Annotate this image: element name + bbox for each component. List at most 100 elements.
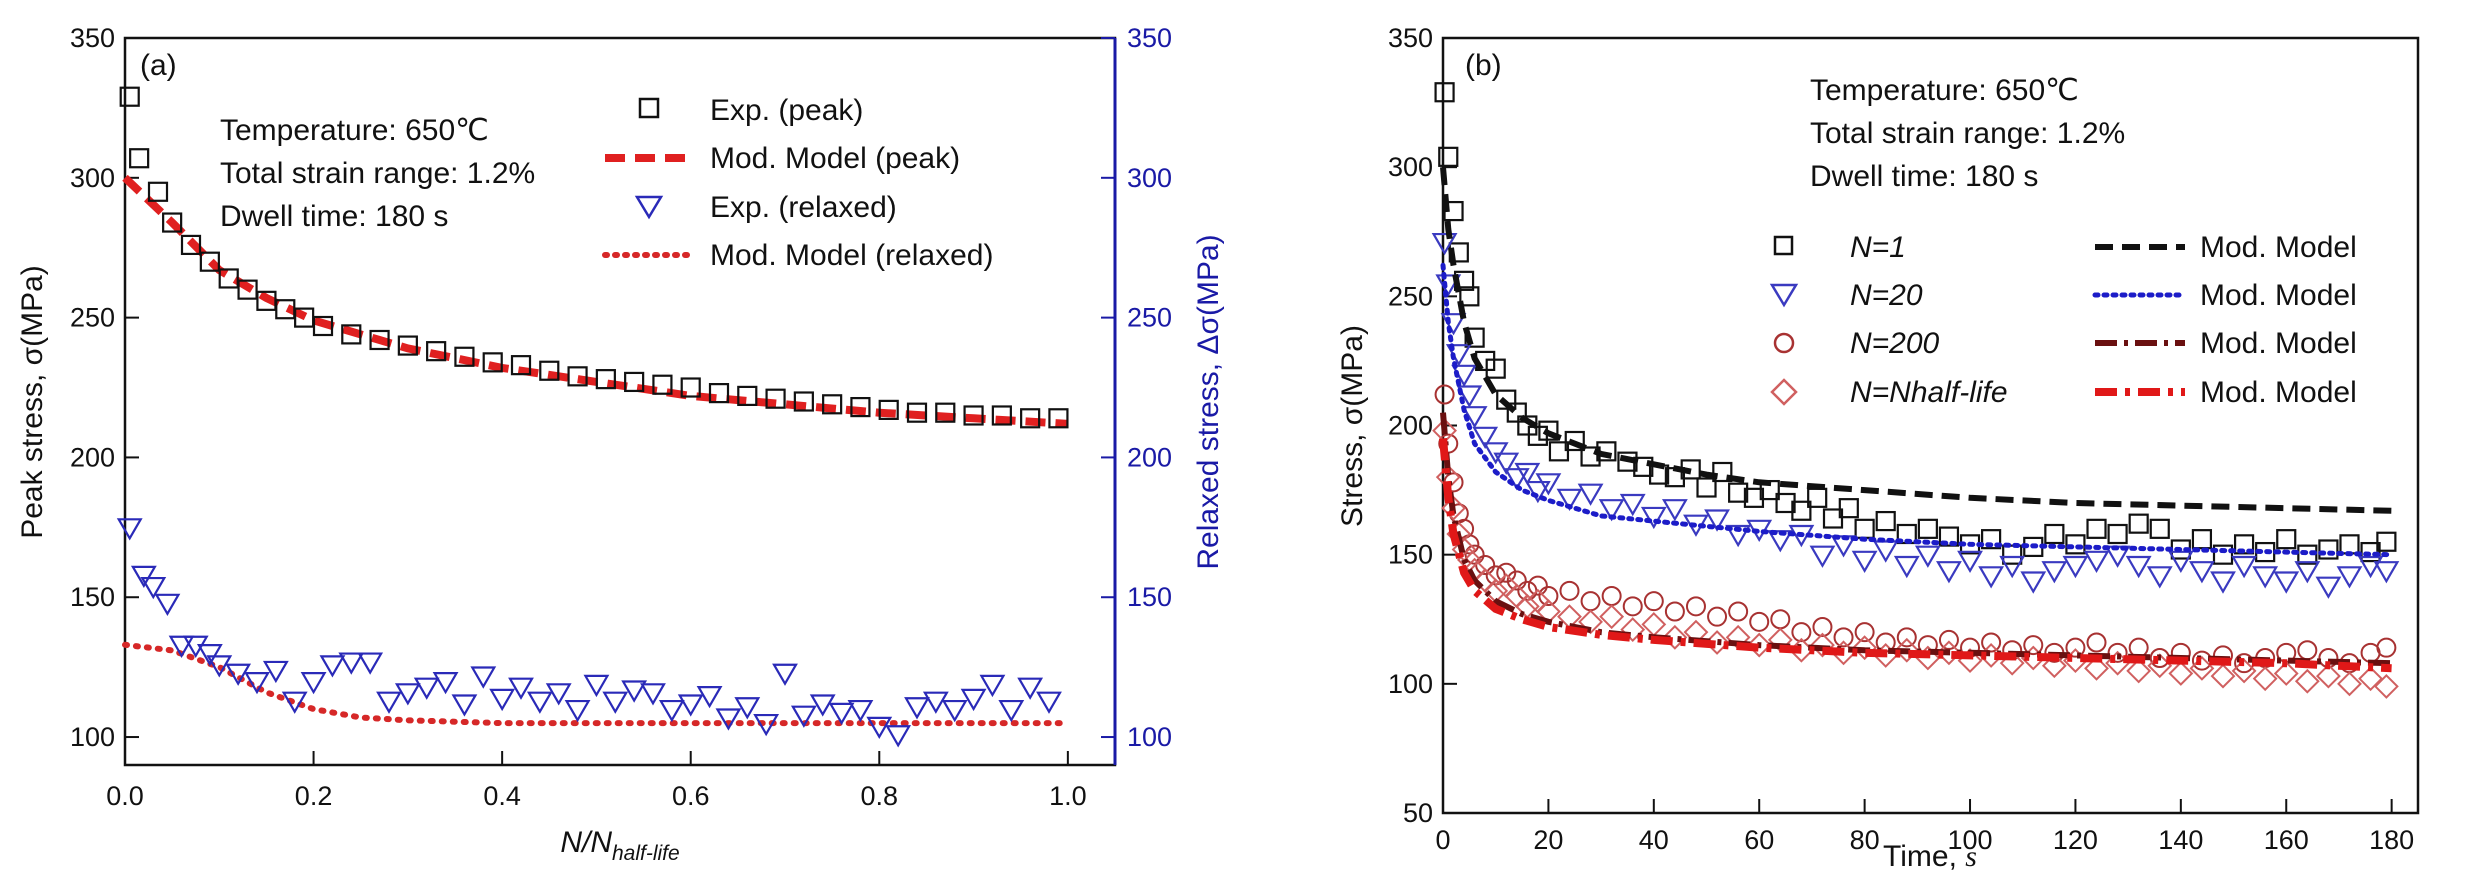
b-exp-n20-point xyxy=(1535,473,1562,496)
a-exp-peak-point xyxy=(567,366,588,387)
legend-a-label-model-relaxed: Mod. Model (relaxed) xyxy=(710,239,993,272)
a-exp-peak-point xyxy=(935,402,956,423)
panel-b-annotation-strain: Total strain range: 1.2% xyxy=(1810,117,2125,150)
b-exp-n20-point xyxy=(2357,555,2384,579)
b-exp-n1-point xyxy=(1506,402,1527,423)
panel-b-annotation-dwell: Dwell time: 180 s xyxy=(1810,160,2038,193)
a-exp-peak-point xyxy=(397,335,418,356)
panel-a-y-label-right: Relaxed stress, Δσ(MPa) xyxy=(1192,234,1225,569)
a-exp-peak-point xyxy=(237,279,258,300)
b-exp-n200-point xyxy=(1538,586,1559,606)
a-exp-relaxed-point xyxy=(979,674,1006,698)
b-exp-n20-point xyxy=(1493,452,1520,475)
a-exp-relaxed-point xyxy=(182,635,209,658)
b-exp-n20-point xyxy=(2146,566,2173,589)
b-exp-n200-point xyxy=(2107,642,2128,663)
b-exp-n20-point xyxy=(2062,555,2089,579)
b-exp-n20-point xyxy=(1431,232,1458,256)
panel-b-series xyxy=(1431,82,2400,699)
b-exp-n200-point xyxy=(1896,627,1917,648)
b-exp-nhalf-point xyxy=(2126,658,2152,684)
a-y-right-tick-label: 100 xyxy=(1127,722,1172,752)
b-exp-n20-point xyxy=(1456,385,1483,408)
a-exp-relaxed-point xyxy=(696,685,723,709)
a-exp-relaxed-point xyxy=(753,713,780,737)
panel-b-ticks: 0 20 40 60 80 100 120 140 160 180 50 100 150 200 250 30… xyxy=(1388,23,2414,855)
b-exp-nhalf-point xyxy=(2084,655,2109,681)
a-exp-peak-point xyxy=(162,212,183,233)
b-exp-n1-point xyxy=(1696,477,1717,498)
panel-b-x-label-main: Time, xyxy=(1883,840,1965,873)
b-exp-nhalf-point xyxy=(2294,668,2320,694)
a-exp-peak-point xyxy=(426,341,447,362)
b-exp-n1-point xyxy=(2065,534,2086,555)
panel-b-x-label-italic: s xyxy=(1965,840,1977,873)
a-exp-relaxed-point xyxy=(583,674,610,698)
a-exp-relaxed-point xyxy=(941,699,968,723)
a-exp-peak-point xyxy=(341,324,362,345)
b-y-tick-label: 200 xyxy=(1388,411,1433,441)
b-exp-n1-point xyxy=(1917,518,1938,539)
b-y-tick-label: 50 xyxy=(1403,798,1433,828)
b-exp-nhalf-point xyxy=(2210,663,2236,689)
a-exp-peak-point xyxy=(737,385,758,407)
a-exp-peak-point xyxy=(906,402,928,423)
b-exp-n1-point xyxy=(2339,534,2360,555)
b-exp-nhalf-point xyxy=(2273,661,2299,686)
b-exp-n20-point xyxy=(2083,550,2110,574)
a-y-right-tick-label: 200 xyxy=(1127,442,1172,472)
b-exp-n1-point xyxy=(1434,82,1455,103)
legend-a-label-exp-relaxed: Exp. (relaxed) xyxy=(710,191,897,224)
a-exp-relaxed-point xyxy=(772,663,798,686)
b-exp-n1-point xyxy=(2128,513,2149,534)
a-exp-relaxed-point xyxy=(432,672,459,695)
b-exp-n1-point xyxy=(1548,441,1570,462)
a-y-right-tick-label: 150 xyxy=(1127,582,1172,612)
b-exp-n20-point xyxy=(1851,550,1878,574)
b-x-tick-label: 60 xyxy=(1744,825,1774,855)
b-exp-n20-point xyxy=(1514,462,1541,486)
b-exp-n20-point xyxy=(1461,406,1488,429)
a-exp-relaxed-point xyxy=(734,697,761,720)
b-exp-n1-point xyxy=(1838,498,1859,519)
b-exp-n1-point xyxy=(1981,529,2002,550)
b-exp-nhalf-point xyxy=(1894,637,1920,663)
b-exp-nhalf-point xyxy=(1514,593,1540,619)
a-exp-relaxed-point xyxy=(1017,677,1044,700)
a-exp-relaxed-point xyxy=(225,663,252,686)
b-model-nhalf-line xyxy=(1439,438,2392,673)
panel-b-x-label: Time, s xyxy=(1883,840,1977,873)
b-exp-nhalf-point xyxy=(1525,588,1551,614)
b-exp-n1-point xyxy=(1459,286,1480,307)
b-exp-n20-point xyxy=(2041,561,2068,584)
b-exp-n1-point xyxy=(2107,523,2128,545)
a-exp-relaxed-point xyxy=(394,683,421,706)
b-exp-n20-point xyxy=(1577,483,1604,506)
a-exp-peak-point xyxy=(147,181,169,202)
a-exp-peak-point xyxy=(822,394,843,415)
legend-b-label-model-n1: Mod. Model xyxy=(2200,231,2357,264)
a-exp-relaxed-point xyxy=(338,652,365,675)
b-exp-n200-point xyxy=(1981,632,2002,653)
a-exp-relaxed-point xyxy=(866,716,893,740)
panel-a-ticks: 0.0 0.2 0.4 0.6 0.8 1.0 100 150 200 250 300 350 100 1… xyxy=(70,23,1172,811)
b-exp-nhalf-point xyxy=(1641,612,1667,637)
b-x-tick-label: 80 xyxy=(1850,825,1880,855)
b-exp-n200-point xyxy=(1728,601,1749,622)
b-exp-nhalf-point xyxy=(2315,663,2341,689)
a-exp-relaxed-point xyxy=(640,683,666,706)
legend-a-label-model-peak: Mod. Model (peak) xyxy=(710,142,960,175)
a-exp-peak-point xyxy=(1020,408,1041,429)
legend-b-label-model-nhalf: Mod. Model xyxy=(2200,376,2357,409)
b-exp-nhalf-point xyxy=(2252,666,2278,692)
b-exp-n200-point xyxy=(1622,596,1643,617)
b-exp-n1-point xyxy=(2318,539,2339,560)
b-exp-n200-point xyxy=(1434,384,1455,405)
b-exp-nhalf-point xyxy=(1599,604,1625,630)
a-exp-relaxed-point xyxy=(564,699,591,723)
a-exp-peak-point xyxy=(454,346,475,367)
b-exp-n1-point xyxy=(2212,544,2234,565)
a-exp-relaxed-point xyxy=(281,691,308,714)
a-exp-relaxed-point xyxy=(715,708,742,731)
